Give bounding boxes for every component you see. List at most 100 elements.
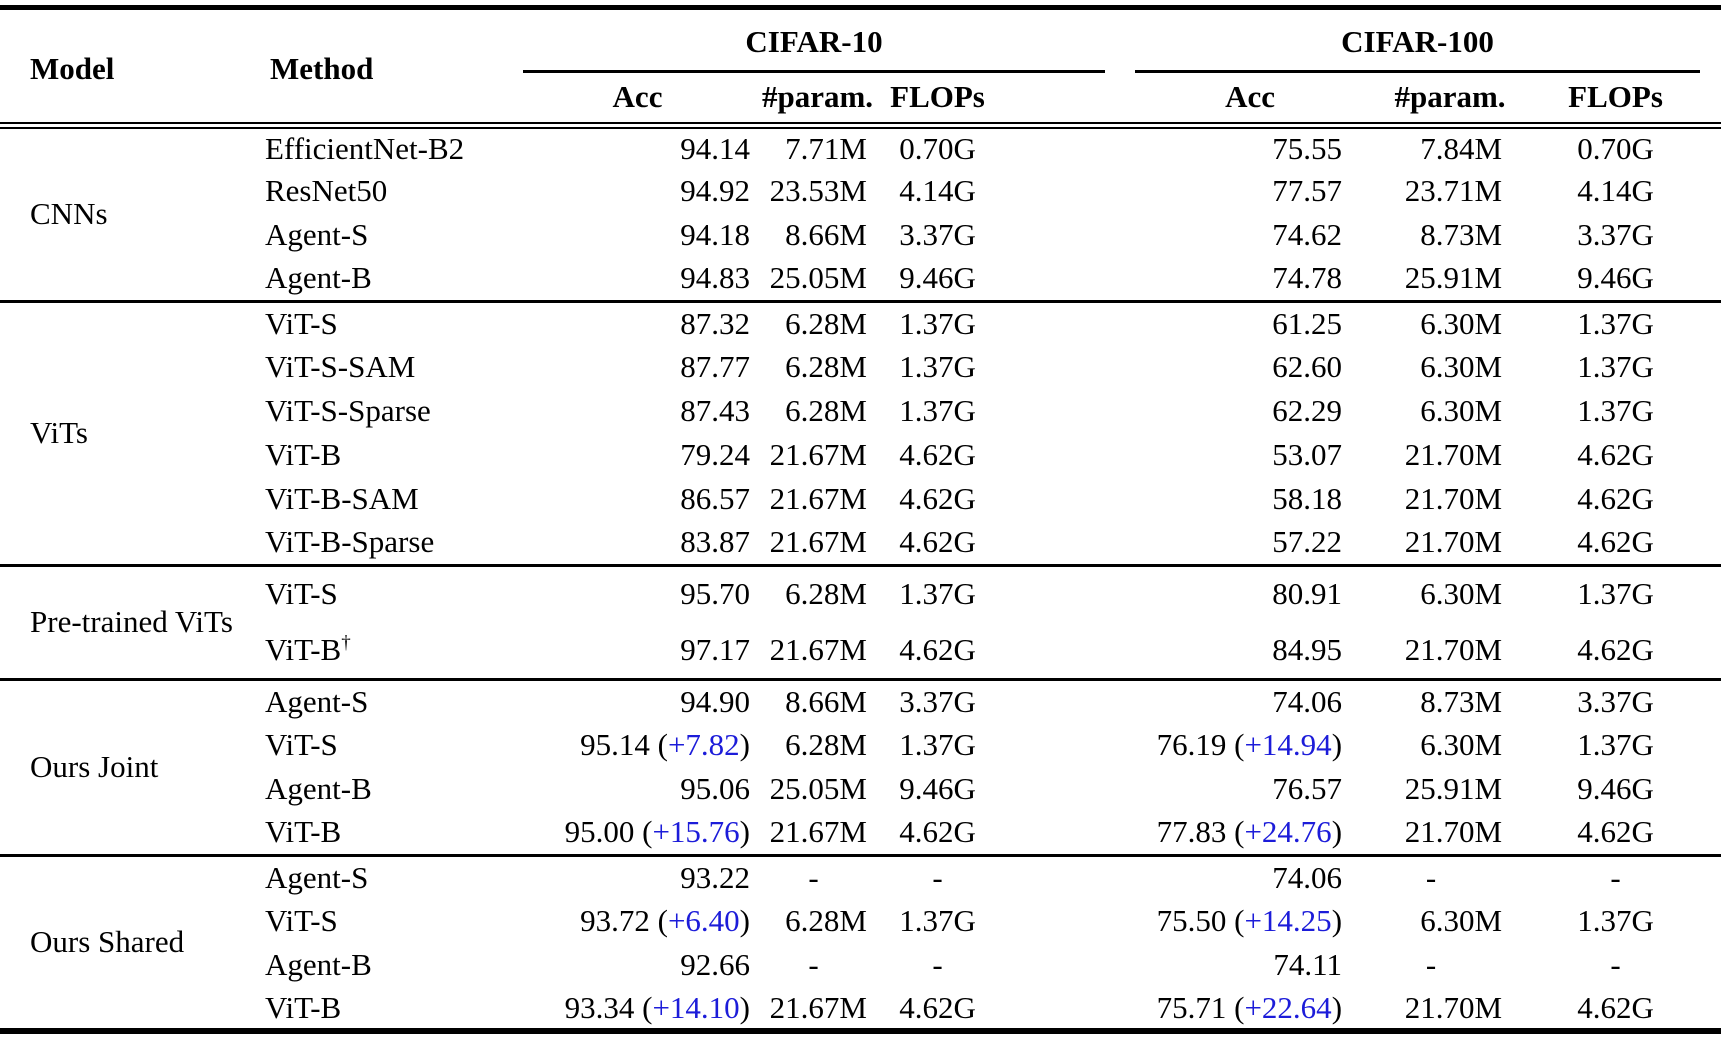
table-row: ViT-S-Sparse 87.43 6.28M 1.37G 62.29 6.30M 1.3… [0, 389, 1721, 433]
cell-c10-flops: 4.62G [899, 631, 976, 667]
cell-c100-param: 6.30M [1420, 727, 1503, 762]
cell-c100-acc: 62.29 [1272, 393, 1343, 428]
header-cifar100-param: #param. [1360, 73, 1511, 129]
cell-c100-param: 21.70M [1404, 524, 1503, 560]
cell-c10-param: 25.05M [769, 771, 867, 806]
cell-c10-acc: 87.77 [680, 349, 750, 384]
cell-c100-acc: 53.07 [1272, 437, 1343, 472]
cell-c100-flops: - [1610, 947, 1621, 982]
cell-c10-acc: 87.43 [680, 393, 750, 428]
model-group-cell: Pre-trained ViTs [0, 563, 240, 679]
accuracy-delta: +14.25 [1244, 903, 1332, 938]
cell-c10-flops: 4.62G [899, 437, 976, 472]
cell-c100-flops: 1.37G [1577, 727, 1654, 762]
table-row: ViT-B-Sparse 83.87 21.67M 4.62G 57.22 21.70M 4… [0, 521, 1721, 565]
cell-c100-flops: 4.62G [1577, 437, 1654, 472]
method-cell: ViT-S-Sparse [265, 393, 431, 428]
method-cell: ViT-B [265, 437, 342, 472]
cell-c10-acc: 94.92 [680, 173, 750, 208]
table-row: Agent-B 94.83 25.05M 9.46G 74.78 25.91M 9.46G [0, 257, 1721, 301]
cell-c100-acc: 77.57 [1272, 173, 1343, 208]
cell-c10-flops: 9.46G [899, 260, 976, 296]
cell-c100-flops: 1.37G [1577, 393, 1654, 428]
model-group-cell: Ours Shared [0, 853, 240, 1031]
cell-c10-flops: 1.37G [899, 903, 976, 938]
cell-c10-param: 6.28M [760, 299, 875, 345]
cell-c10-flops: 4.14G [899, 173, 976, 208]
method-cell: Agent-S [265, 217, 369, 252]
accuracy-delta: +14.10 [652, 989, 740, 1025]
cell-c10-flops: 1.37G [899, 393, 976, 428]
cell-c100-flops: 1.37G [1577, 903, 1654, 938]
method-cell: ViT-B [265, 814, 342, 850]
accuracy-delta: +14.94 [1244, 727, 1332, 762]
method-cell: ViT-B† [265, 631, 351, 667]
table-row: ViT-S 95.14 (+7.82) 6.28M 1.37G 76.19 (+14.9… [0, 723, 1721, 767]
cell-c10-flops: - [932, 947, 943, 982]
table-row: Ours Joint Agent-S 94.90 8.66M 3.37G 74.06 8.7… [0, 677, 1721, 855]
cell-c10-param: 25.05M [769, 260, 867, 296]
cell-c100-acc: 84.95 [1272, 631, 1343, 667]
cell-c100-param: 25.91M [1404, 260, 1503, 296]
cell-c100-param: 23.71M [1404, 173, 1503, 208]
table-row: Agent-B 95.06 25.05M 9.46G 76.57 25.91M 9.46G [0, 767, 1721, 811]
cell-c10-acc: 94.90 [515, 677, 760, 723]
cell-c100-param: 25.91M [1404, 771, 1503, 806]
cell-c100-param: 21.70M [1404, 631, 1503, 667]
method-cell: ViT-B-SAM [265, 481, 419, 516]
method-cell: Agent-B [265, 947, 372, 982]
table-row: ViT-S 93.72 (+6.40) 6.28M 1.37G 75.50 (+14.2… [0, 899, 1721, 943]
method-cell: ViT-S [265, 727, 338, 762]
cell-c100-acc: 75.50 (+14.25) [1156, 903, 1343, 938]
cell-c10-param: 21.67M [769, 989, 867, 1025]
table-row: Pre-trained ViTs ViT-S 95.70 6.28M 1.37G 80.9… [0, 563, 1721, 679]
cell-c100-flops: 4.62G [1577, 989, 1654, 1025]
cell-c100-flops: 4.62G [1577, 481, 1654, 516]
table-row: ViTs ViT-S 87.32 6.28M 1.37G 61.25 6.30M 1.37G [0, 299, 1721, 565]
cell-c10-acc: 95.06 [680, 771, 750, 806]
method-cell: EfficientNet-B2 [265, 130, 465, 166]
cell-c100-flops: 4.62G [1577, 524, 1654, 560]
accuracy-delta: +15.76 [652, 814, 740, 850]
model-group-cell: ViTs [0, 299, 240, 565]
cell-c100-param: 6.30M [1420, 903, 1503, 938]
cifar10-rule: CIFAR-10 [523, 16, 1106, 73]
table-row: ViT-B-SAM 86.57 21.67M 4.62G 58.18 21.70M 4.62… [0, 477, 1721, 521]
cell-c10-acc: 95.70 [515, 563, 760, 622]
cell-c100-flops: 9.46G [1577, 260, 1654, 296]
method-cell: Agent-B [265, 260, 372, 296]
cell-c10-flops: 4.62G [899, 989, 976, 1025]
model-group-cell: Ours Joint [0, 677, 240, 855]
method-cell: Agent-S [240, 853, 515, 899]
header-cifar10-acc: Acc [515, 73, 760, 129]
table-row: ResNet50 94.92 23.53M 4.14G 77.57 23.71M 4.14G [0, 169, 1721, 213]
cell-c10-param: - [808, 947, 819, 982]
header-group-cifar100: CIFAR-100 [1000, 8, 1721, 73]
cell-c10-flops: 4.62G [899, 481, 976, 516]
cell-c100-param: 7.84M [1420, 130, 1503, 166]
cell-c10-param: 21.67M [769, 814, 867, 850]
method-cell: Agent-S [240, 677, 515, 723]
cell-c10-flops: 4.62G [899, 524, 976, 560]
cell-c10-flops: - [875, 853, 1001, 899]
cell-c100-flops: 1.37G [1510, 563, 1721, 622]
cell-c10-param: 21.67M [769, 524, 867, 560]
cell-c100-flops: 4.62G [1577, 631, 1654, 667]
header-group-row: Model Method CIFAR-10 CIFAR-100 [0, 7, 1721, 129]
cell-c100-param: 21.70M [1404, 481, 1503, 516]
cell-c100-param: 6.30M [1360, 299, 1511, 345]
cell-c100-param: 21.70M [1404, 814, 1503, 850]
cell-c100-flops: 1.37G [1510, 299, 1721, 345]
table-row: Agent-B 92.66 - - 74.11 - - [0, 943, 1721, 987]
cell-c10-acc: 93.72 (+6.40) [580, 903, 750, 938]
method-cell: ViT-S [265, 903, 338, 938]
cell-c100-acc: 76.57 [1272, 771, 1343, 806]
cell-c10-acc: 94.83 [680, 260, 750, 296]
cell-c100-acc: 76.19 (+14.94) [1156, 727, 1343, 762]
cell-c10-acc: 93.34 (+14.10) [564, 989, 750, 1025]
cell-c10-acc: 92.66 [680, 947, 750, 982]
cell-c100-acc: 58.18 [1272, 481, 1343, 516]
cell-c10-param: - [760, 853, 875, 899]
cell-c100-acc: 57.22 [1272, 524, 1343, 560]
